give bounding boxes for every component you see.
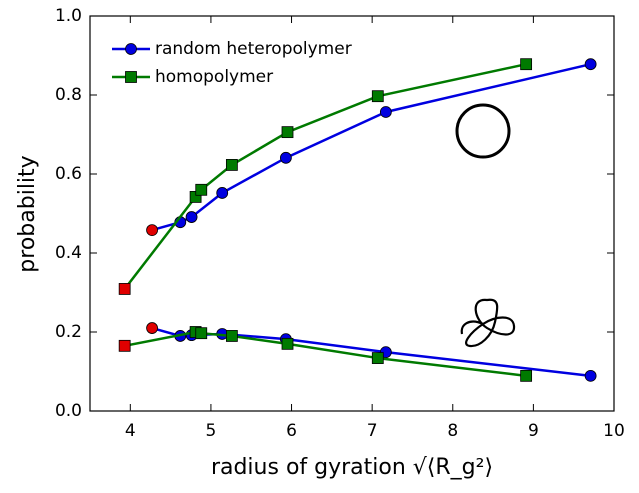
plot-frame	[89, 15, 615, 412]
x-tick-label: 7	[367, 421, 378, 441]
data-point	[195, 327, 208, 340]
x-axis-label: radius of gyration √⟨R_g²⟩	[211, 455, 493, 480]
y-tick-label: 0.8	[55, 85, 82, 105]
data-point	[379, 106, 392, 118]
x-tick-label: 6	[286, 421, 297, 441]
y-tick-label: 0.0	[55, 401, 82, 421]
data-point	[225, 330, 238, 342]
legend-label: random heteropolymer	[155, 39, 352, 59]
y-tick-label: 0.2	[55, 322, 82, 342]
data-point	[371, 352, 384, 364]
x-tick-label: 5	[206, 421, 217, 441]
data-point	[216, 187, 229, 199]
data-point	[225, 159, 238, 171]
y-tick-label: 0.6	[55, 164, 82, 184]
data-point	[118, 339, 131, 352]
data-point	[279, 151, 292, 164]
data-point	[584, 58, 597, 71]
data-point	[185, 211, 198, 223]
legend-marker	[125, 71, 137, 83]
data-point	[281, 337, 294, 350]
x-tick-label: 8	[447, 421, 458, 441]
data-point	[281, 126, 294, 139]
data-point	[118, 283, 131, 295]
data-point	[146, 224, 158, 236]
data-point	[520, 58, 533, 71]
unknot-icon	[455, 103, 511, 159]
series-line	[123, 62, 527, 290]
x-tick-label: 9	[528, 421, 539, 441]
y-axis-label: probability	[15, 155, 40, 272]
data-point	[520, 369, 533, 382]
series-line	[151, 62, 591, 232]
data-point	[195, 183, 208, 196]
y-tick-label: 0.4	[55, 243, 82, 263]
x-tick-label: 10	[603, 421, 625, 441]
legend-label: homopolymer	[155, 67, 273, 87]
legend-marker	[125, 43, 137, 55]
data-point	[146, 322, 158, 334]
data-point	[584, 369, 597, 382]
data-point	[371, 90, 384, 103]
trefoil-icon	[460, 298, 516, 348]
y-tick-label: 1.0	[55, 6, 82, 26]
x-tick-label: 4	[125, 421, 136, 441]
